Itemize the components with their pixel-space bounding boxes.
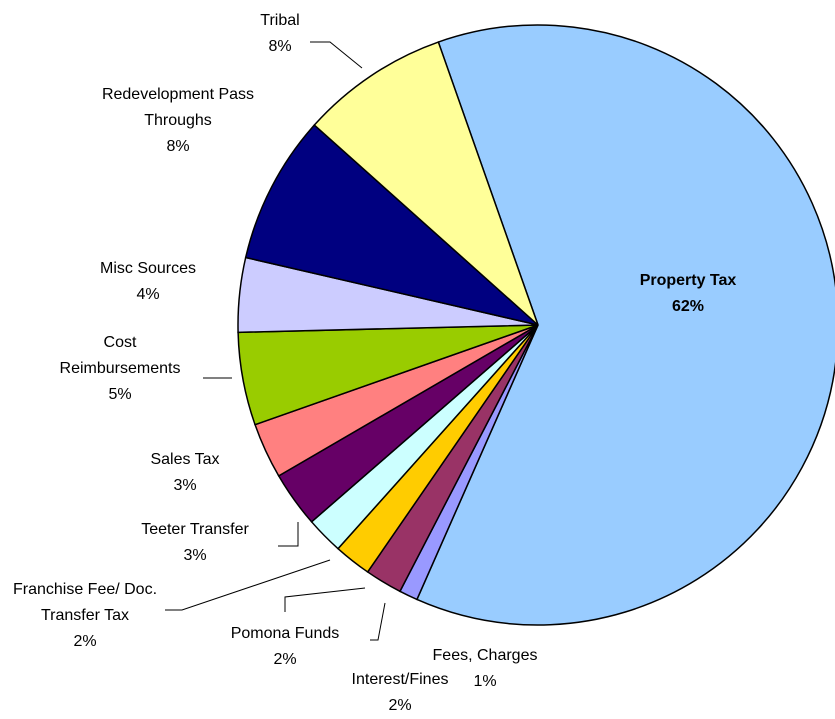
category-name: Tribal <box>260 12 300 29</box>
category-name: Property Tax <box>639 272 737 289</box>
slice-label: Redevelopment Pass Throughs 8% <box>93 82 263 160</box>
percent-label: 2% <box>273 651 297 668</box>
slice-label: Teeter Transfer 3% <box>110 517 280 569</box>
category-name: Teeter Transfer <box>141 521 249 538</box>
slice-label: Franchise Fee/ Doc. Transfer Tax 2% <box>5 577 165 655</box>
category-name: Franchise Fee/ Doc. Transfer Tax <box>12 581 158 624</box>
category-name: Cost Reimbursements <box>59 334 181 377</box>
leader-line <box>278 522 299 547</box>
percent-label: 3% <box>183 547 207 564</box>
slice-label: Tribal 8% <box>220 8 340 60</box>
percent-label: 62% <box>671 298 705 315</box>
category-name: Misc Sources <box>99 260 197 277</box>
leader-line <box>284 587 366 612</box>
category-name: Redevelopment Pass Throughs <box>101 86 255 129</box>
category-name: Sales Tax <box>150 451 220 468</box>
category-name: Interest/Fines <box>351 671 449 688</box>
percent-label: 2% <box>73 633 97 650</box>
percent-label: 5% <box>108 386 132 403</box>
leader-line <box>370 602 386 641</box>
slice-label: Property Tax 62% <box>608 268 768 320</box>
leader-lines <box>165 41 386 641</box>
slice-label: Misc Sources 4% <box>68 256 228 308</box>
percent-label: 4% <box>136 286 160 303</box>
leader-line <box>165 559 331 611</box>
leader-line <box>310 41 363 69</box>
slice-label: Cost Reimbursements 5% <box>45 330 195 408</box>
slices <box>237 24 835 626</box>
percent-label: 1% <box>473 673 497 690</box>
category-name: Pomona Funds <box>230 625 340 642</box>
slice-label: Sales Tax 3% <box>105 447 265 499</box>
percent-label: 8% <box>268 38 292 55</box>
slice-label: Interest/Fines 2% <box>320 667 480 719</box>
percent-label: 2% <box>388 697 412 714</box>
slice-label: Pomona Funds 2% <box>205 621 365 673</box>
percent-label: 8% <box>166 138 190 155</box>
pie-slice <box>313 41 539 326</box>
pie-slice <box>415 24 835 626</box>
percent-label: 3% <box>173 477 197 494</box>
category-name: Fees, Charges <box>432 647 538 664</box>
pie-slice <box>244 123 539 326</box>
slice-label: Fees, Charges 1% <box>405 643 565 695</box>
